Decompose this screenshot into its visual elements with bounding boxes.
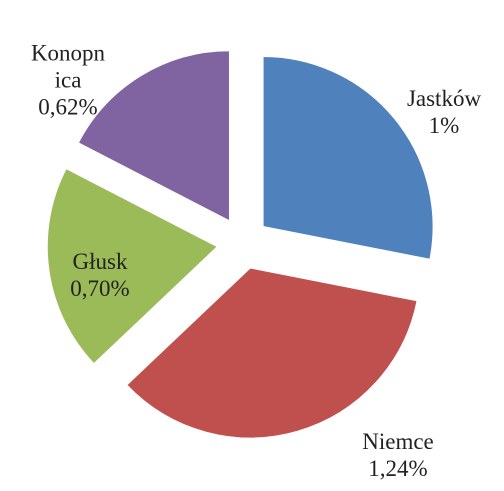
value-label: 0,70% <box>70 276 130 301</box>
pie-slice <box>77 50 230 222</box>
slice-label: Konopnica 0,62% <box>28 40 108 121</box>
pie-slice <box>46 168 219 365</box>
value-label: 1% <box>428 113 460 138</box>
value-label: 1,24% <box>368 456 428 481</box>
slice-label: Głusk 0,70% <box>50 248 150 302</box>
category-label: Głusk <box>72 249 128 274</box>
slice-label: Jastków 1% <box>384 85 504 139</box>
category-label: Jastków <box>406 86 482 111</box>
category-label: Niemce <box>362 429 434 454</box>
pie-slice <box>126 267 418 439</box>
pie-slice <box>262 55 434 260</box>
slice-label: Niemce 1,24% <box>338 428 458 482</box>
value-label: 0,62% <box>38 94 98 120</box>
category-label: Konopnica <box>30 40 106 93</box>
